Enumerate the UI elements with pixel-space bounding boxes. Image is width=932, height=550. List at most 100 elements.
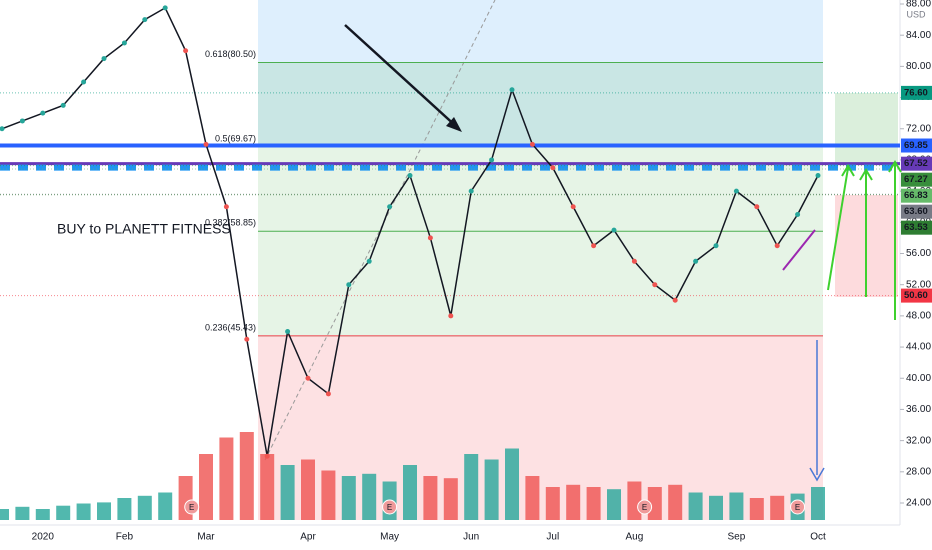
price-point: [754, 204, 760, 210]
x-tick-label: Oct: [810, 532, 826, 543]
volume-bar: [423, 476, 438, 520]
volume-bar: [464, 454, 479, 520]
annotation: BUY to PLANETT FITNESS: [57, 221, 231, 237]
volume-bar: [484, 459, 499, 520]
y-tick-label: 56.00: [906, 248, 931, 259]
price-point: [509, 87, 515, 93]
price-label: 63.60: [904, 206, 928, 217]
price-label: 67.27: [904, 174, 928, 185]
down-arrow-head: [809, 467, 825, 482]
volume-bar: [158, 492, 173, 520]
earnings-label: E: [795, 503, 800, 512]
price-point: [19, 118, 25, 124]
price-label: 63.53: [904, 222, 928, 233]
target-zone: [258, 0, 823, 145]
volume-bar: [545, 487, 560, 520]
earnings-label: E: [189, 503, 194, 512]
price-point: [366, 258, 372, 264]
profit-zone: [258, 62, 823, 337]
price-point: [570, 204, 576, 210]
price-point: [387, 204, 393, 210]
price-point: [693, 258, 699, 264]
price-point: [142, 17, 148, 23]
price-point: [489, 157, 495, 163]
plot: 0.618(80.50) 0.5(69.67) 0.382(58.85) 0.236(…: [0, 5, 900, 520]
volume-bar: [668, 484, 683, 520]
price-point: [81, 79, 87, 85]
volume-bar: [76, 503, 91, 520]
price-label-box: [901, 288, 932, 303]
x-tick-label: Sep: [728, 532, 746, 543]
x-tick-label: Apr: [300, 532, 316, 543]
price-point: [285, 328, 291, 334]
price-point: [774, 243, 780, 249]
arrow: [344, 24, 459, 129]
volume-bar: [566, 484, 581, 520]
price-point: [427, 235, 433, 241]
price-point: [713, 243, 719, 249]
volume-bar: [749, 498, 764, 520]
x-tick-label: Jul: [546, 532, 559, 543]
volume-bar: [56, 505, 71, 520]
price-point: [121, 40, 127, 46]
price-label: 67.52: [904, 158, 928, 169]
price-point: [733, 188, 739, 194]
price-point: [468, 188, 474, 194]
price-point: [815, 173, 821, 179]
earnings-marker: [790, 499, 806, 515]
price-point: [550, 165, 556, 171]
x-tick-label: Aug: [626, 532, 644, 543]
price-point: [244, 336, 250, 342]
price-point: [631, 258, 637, 264]
y-tick-label: 84.00: [906, 30, 931, 41]
volume-bar: [505, 448, 519, 520]
price-label-box: [901, 138, 932, 153]
volume-bar: [403, 465, 417, 520]
x-tick-label: Feb: [116, 532, 134, 543]
price-label-box: [901, 220, 932, 235]
price-point: [652, 282, 658, 288]
price-label-box: [901, 172, 932, 187]
earnings-marker: [184, 499, 200, 515]
price-point: [325, 391, 331, 397]
volume-bar: [341, 476, 356, 520]
volume-bar: [117, 498, 132, 520]
price-label: 76.60: [904, 87, 928, 98]
earnings-marker: [382, 499, 398, 515]
volume-bar: [770, 495, 785, 520]
volume-bar: [219, 437, 234, 520]
volume-bar: [199, 454, 213, 520]
green-arrows: [827, 160, 902, 320]
price-label-box: [901, 204, 932, 219]
price-point: [305, 375, 311, 381]
y-tick-label: 72.00: [906, 123, 931, 134]
volume-bar: [15, 506, 30, 520]
volume-bar: [280, 465, 295, 520]
volume-bar: [647, 487, 662, 520]
price-point: [40, 110, 46, 116]
price-point: [346, 282, 352, 288]
price-point: [223, 204, 229, 210]
volume-bar: [137, 495, 152, 520]
price-label: 69.85: [904, 140, 928, 151]
y-tick-label: 88.00: [906, 0, 931, 10]
volume-bar: [729, 492, 744, 520]
earnings-marker: [637, 499, 653, 515]
price-label-box: [901, 85, 932, 100]
currency: USD: [906, 9, 926, 19]
volume-bar: [239, 432, 254, 520]
price-point: [203, 141, 209, 147]
price-label: 66.83: [904, 190, 928, 201]
volume-bar: [0, 509, 9, 520]
volume-bar: [607, 489, 621, 520]
purple-trend: [782, 229, 816, 271]
volume-bar: [260, 454, 275, 520]
fib-label: 0.618(80.50): [205, 49, 256, 59]
volume-bar: [688, 492, 703, 520]
fib-label: 0.5(69.67): [215, 133, 256, 143]
arrow-head: [446, 117, 462, 132]
price-label-box: [901, 188, 932, 203]
volume-bar: [586, 487, 601, 520]
earnings-label: E: [642, 503, 647, 512]
